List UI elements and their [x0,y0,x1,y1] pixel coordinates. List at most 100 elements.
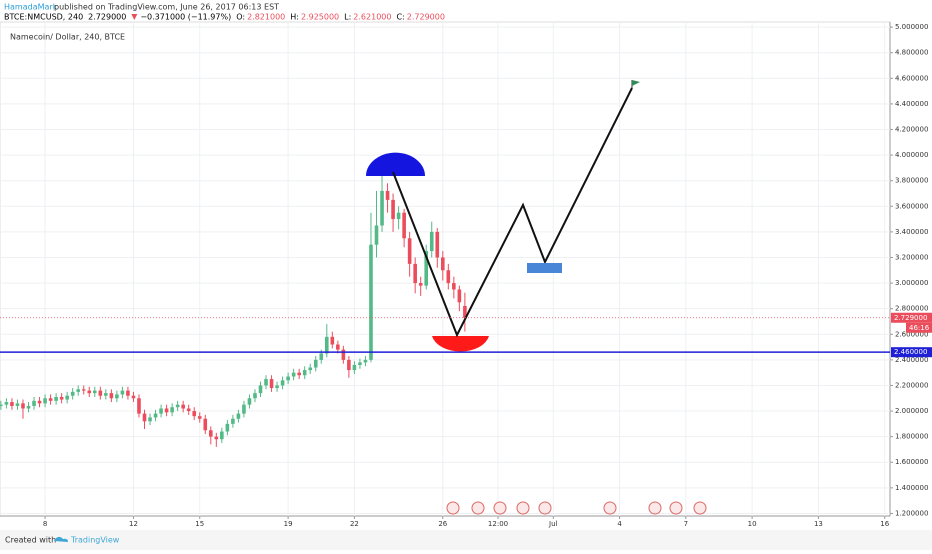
y-tick-label: 3.800000 [895,177,928,185]
y-tick-label: 3.200000 [895,253,928,261]
candle-body [192,411,197,417]
candle-body [164,408,169,413]
candle-body [291,372,296,377]
candle-body [87,390,92,394]
candle-body [407,238,412,264]
countdown-bg [906,322,932,333]
candle-body [54,396,58,401]
projection-path [392,87,633,338]
candle-body [242,404,246,414]
candle-body [302,370,307,376]
candle-body [429,231,434,252]
candle-body [225,423,230,432]
bottom-half-circle [432,336,489,352]
chart-title: Namecoin/ Dollar, 240, BTCE [10,33,125,42]
x-tick-label: 4 [617,520,622,528]
change: −0.371000 (−11.97%) [140,13,231,22]
candle-body [142,413,147,422]
symbol-info: BTCE:NMCUSD, 240 2.729000 −0.371000 (−11.9… [4,13,445,22]
candle-body [208,430,213,437]
x-tick-label: 12 [129,520,138,528]
candle-body [247,398,252,405]
candle-body [402,212,406,239]
ohlc-value: 2.821000 [247,13,285,22]
candle-body [330,336,335,345]
candle-body [236,413,241,419]
event-icon [493,501,507,515]
candle-body [413,263,417,284]
symbol: BTCE:NMCUSD, 240 [4,13,83,22]
x-tick-label: Jul [548,520,558,528]
candle-body [253,393,257,399]
event-icon [603,501,617,515]
candle-body [324,336,329,354]
y-tick-label: 3.000000 [895,279,928,287]
candle-body [115,394,119,399]
candle-body [358,362,362,365]
y-tick-label: 4.400000 [895,100,928,108]
candle-body [59,396,64,400]
candle-body [159,408,163,414]
candle-body [32,400,36,406]
candle-body [21,403,25,409]
ohlc-key: C: [396,13,404,22]
candle-body [220,431,224,440]
candle-body [341,349,346,360]
candle-body [81,389,86,391]
ohlc-value: 2.729000 [407,13,445,22]
ohlc-key: O: [236,13,245,22]
flag [632,80,640,86]
candle-body [264,379,268,386]
candle-body [258,385,263,394]
x-tick-label: 13 [814,520,823,528]
author[interactable]: HamadaMark [4,3,58,12]
candle-body [70,391,75,396]
candle-body [380,190,384,226]
candle-body [197,416,202,419]
candle-body [452,283,456,290]
candle-body [120,390,125,395]
footer-created: Created with [5,536,56,545]
y-tick-label: 4.600000 [895,74,928,82]
candle-body [336,344,340,350]
y-tick-label: 2.600000 [895,330,928,338]
candle-body [440,257,445,271]
tv-logo [54,536,68,542]
top-half-circle [366,152,425,176]
y-tick-label: 2.000000 [895,407,928,415]
candle-body [37,400,42,404]
candle-body [286,376,290,381]
ohlc-key: L: [344,13,351,22]
footer-brand[interactable]: TradingView [70,536,120,545]
candle-body [352,364,357,371]
candle-body [186,408,191,412]
candle-body [446,270,451,284]
x-tick-label: 16 [880,520,889,528]
x-tick-label: 12:00 [488,520,508,528]
candle-body [43,398,47,404]
candle-body [126,390,130,396]
candle-body [98,390,103,396]
event-icon [538,501,552,515]
y-tick-label: 3.600000 [895,202,928,210]
y-tick-label: 1.600000 [895,458,928,466]
candle-body [463,305,467,318]
candle-body [109,393,114,399]
candle-body [65,395,69,400]
event-icon [516,501,530,515]
candle-body [275,385,279,389]
candle-body [435,231,440,258]
candle-body [48,398,53,401]
candle-body [231,418,235,424]
ohlc-value: 2.925000 [301,13,339,22]
event-icon [446,501,460,515]
y-tick-label: 4.200000 [895,126,928,134]
events [446,501,707,515]
candle-body [148,417,152,422]
y-tick-label: 5.000000 [895,23,928,31]
candle-body [308,367,313,371]
candle-body [170,407,174,413]
candle-body [297,372,301,376]
candle-body [4,402,9,405]
